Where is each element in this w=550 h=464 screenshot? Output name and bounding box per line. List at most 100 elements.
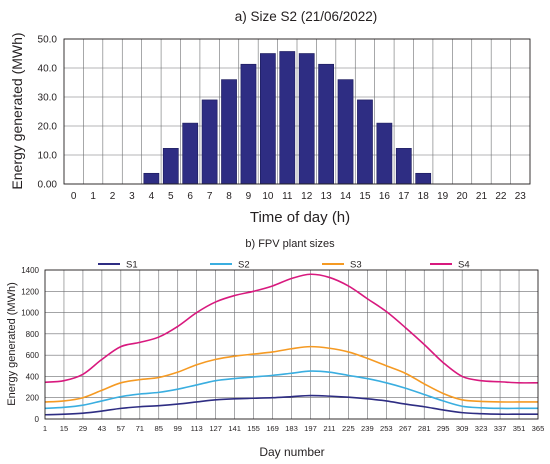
panel-a-x-tick-label: 13 [321, 191, 333, 202]
panel-a-bar [376, 122, 393, 185]
panel-b-y-tick-label: 1200 [21, 287, 39, 296]
panel-a-x-tick-label: 18 [418, 191, 430, 202]
panel-b-x-tick-label: 43 [98, 424, 106, 433]
panel-b-y-tick-label: 800 [26, 330, 40, 339]
panel-a-x-tick-label: 7 [207, 191, 213, 202]
panel-a-y-tick-labels: 0.00 10.0 20.0 30.0 40.0 50.0 [38, 35, 58, 191]
panel-b-legend-label: S4 [458, 260, 470, 271]
panel-a-x-tick-label: 20 [456, 191, 468, 202]
panel-b-x-tick-label: 309 [456, 424, 469, 433]
panel-b-x-tick-label: 99 [174, 424, 182, 433]
panel-b-title: b) FPV plant sizes [245, 238, 335, 250]
panel-b-y-tick-label: 200 [26, 394, 40, 403]
panel-b-x-tick-label: 211 [323, 424, 335, 433]
panel-a-bar [357, 99, 373, 185]
panel-b-y-tick-label: 1000 [21, 309, 39, 318]
panel-a-x-tick-label: 16 [379, 191, 391, 202]
panel-a-bar [279, 51, 296, 185]
panel-b-series-line-s1 [44, 394, 538, 416]
panel-b-x-tick-label: 295 [437, 424, 450, 433]
panel-a-bar [201, 99, 218, 185]
panel-b-x-tick-label: 365 [532, 424, 545, 433]
panel-b-x-tick-label: 71 [136, 424, 144, 433]
panel-b-x-tick-label: 337 [494, 424, 507, 433]
panel-b-x-axis-label: Day number [259, 445, 324, 459]
panel-a-x-tick-label: 23 [515, 191, 527, 202]
panel-a-x-tick-label: 19 [437, 191, 449, 202]
panel-b-y-axis-label: Energy generated (MWh) [6, 282, 18, 406]
panel-b-legend: S1 S2 S3 S4 [98, 260, 470, 271]
panel-a-y-tick-label: 50.0 [38, 35, 58, 46]
panel-b-series-line-s2 [44, 370, 538, 410]
panel-b-series-line-s4 [44, 273, 539, 384]
panel-b-y-tick-label: 600 [26, 351, 40, 360]
panel-b-x-tick-label: 239 [361, 424, 374, 433]
panel-b-x-tick-label: 197 [304, 424, 317, 433]
panel-a-bar-chart: a) Size S2 (21/06/2022) Energy generated… [9, 9, 531, 226]
panel-b-x-tick-label: 57 [117, 424, 125, 433]
panel-b-x-tick-label: 183 [285, 424, 298, 433]
panel-a-x-tick-label: 4 [149, 191, 155, 202]
panel-b-x-tick-label: 253 [380, 424, 393, 433]
panel-a-x-tick-label: 15 [359, 191, 371, 202]
panel-a-x-tick-label: 5 [168, 191, 174, 202]
panel-a-x-tick-label: 22 [495, 191, 507, 202]
panel-a-x-tick-label: 2 [110, 191, 116, 202]
panel-b-legend-label: S2 [238, 260, 250, 271]
panel-a-x-tick-label: 17 [398, 191, 410, 202]
panel-b-y-tick-label: 0 [35, 415, 40, 424]
panel-a-x-tick-label: 9 [246, 191, 252, 202]
panel-a-y-tick-label: 40.0 [38, 64, 58, 75]
panel-a-bar [298, 53, 315, 185]
panel-a-x-tick-label: 14 [340, 191, 352, 202]
panel-b-plot-frame [44, 269, 539, 420]
panel-a-bar [162, 148, 179, 185]
panel-a-bar [221, 79, 237, 185]
panel-a-y-axis-label: Energy generated (MWh) [9, 32, 25, 189]
panel-b-x-tick-label: 281 [418, 424, 431, 433]
panel-b-x-tick-label: 155 [247, 424, 260, 433]
panel-a-bar [143, 172, 160, 185]
panel-a-x-tick-label: 3 [129, 191, 135, 202]
panel-b-y-tick-label: 1400 [21, 266, 39, 275]
panel-a-bar [395, 148, 412, 185]
panel-a-bar [260, 53, 276, 185]
panel-a-bar [415, 172, 432, 185]
panel-b-x-tick-label: 1 [43, 424, 47, 433]
panel-b-x-tick-labels: 1 15 29 43 57 71 85 99 113 127 141 155 169 183 197 211 2… [43, 424, 544, 433]
panel-a-x-tick-label: 0 [71, 191, 77, 202]
panel-b-series-line-s3 [44, 345, 538, 403]
panel-a-x-axis-label: Time of day (h) [250, 209, 350, 226]
panel-b-y-tick-label: 400 [26, 372, 40, 381]
panel-a-bar [240, 63, 257, 185]
panel-b-legend-label: S1 [126, 260, 138, 271]
panel-a-grid [64, 38, 530, 185]
panel-a-title: a) Size S2 (21/06/2022) [235, 9, 378, 24]
panel-a-x-tick-label: 8 [226, 191, 232, 202]
panel-b-x-tick-label: 85 [155, 424, 163, 433]
panel-a-x-tick-label: 11 [282, 191, 293, 202]
panel-b-x-tick-label: 351 [513, 424, 526, 433]
panel-a-x-tick-label: 6 [187, 191, 193, 202]
panel-a-x-tick-label: 21 [476, 191, 488, 202]
panel-a-y-tick-label: 30.0 [38, 93, 58, 104]
panel-a-bar [318, 63, 334, 185]
panel-a-plot-frame [63, 38, 531, 185]
panel-b-x-tick-label: 15 [60, 424, 68, 433]
panel-a-x-tick-labels: 0 1 2 3 4 5 6 7 8 9 10 11 12 13 14 15 16 17 18 19 20 21 22 23 [71, 191, 526, 202]
panel-a-bars [143, 51, 432, 185]
panel-b-x-tick-label: 169 [266, 424, 279, 433]
panel-b-x-tick-label: 323 [475, 424, 488, 433]
panel-b-legend-label: S3 [350, 260, 362, 271]
panel-a-y-tick-label: 20.0 [38, 122, 58, 133]
panel-a-x-tick-label: 12 [301, 191, 313, 202]
panel-a-y-tick-label: 0.00 [38, 180, 58, 191]
panel-a-bar [337, 79, 354, 185]
panel-b-x-tick-label: 267 [399, 424, 412, 433]
panel-b-x-tick-label: 29 [79, 424, 87, 433]
panel-b-x-tick-label: 225 [342, 424, 355, 433]
panel-a-x-tick-label: 1 [90, 191, 96, 202]
panel-a-y-tick-label: 10.0 [38, 151, 58, 162]
panel-b-x-tick-label: 127 [209, 424, 222, 433]
